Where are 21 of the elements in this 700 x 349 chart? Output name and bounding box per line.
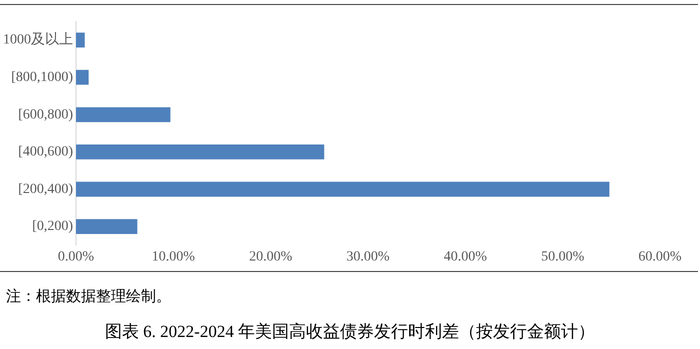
x-tick-label: 30.00% — [346, 249, 390, 264]
text: 注：根据数据整理绘制。 — [6, 288, 171, 306]
y-tick-label: 1000及以上 — [3, 32, 73, 48]
bar — [76, 107, 170, 122]
bar — [76, 32, 85, 48]
y-tick-label: [800,1000) — [11, 70, 74, 86]
y-tick-label: [200,400) — [18, 182, 74, 197]
x-tick-label: 50.00% — [541, 249, 585, 264]
y-tick-label: [600,800) — [18, 107, 74, 122]
bar — [76, 182, 610, 197]
y-tick-label: [400,600) — [18, 144, 74, 160]
x-tick-label: 20.00% — [249, 249, 293, 264]
x-tick-label: 0.00% — [58, 249, 94, 264]
y-tick-label: [0,200) — [32, 219, 74, 234]
x-tick-label: 40.00% — [444, 249, 488, 264]
x-tick-label: 10.00% — [152, 249, 196, 264]
bar — [76, 144, 324, 160]
text: 图表 6. 2022-2024 年美国高收益债券发行时利差（按发行金额计） — [104, 321, 596, 343]
bar — [76, 219, 138, 234]
bar — [76, 70, 89, 85]
x-tick-label: 60.00% — [638, 249, 682, 264]
